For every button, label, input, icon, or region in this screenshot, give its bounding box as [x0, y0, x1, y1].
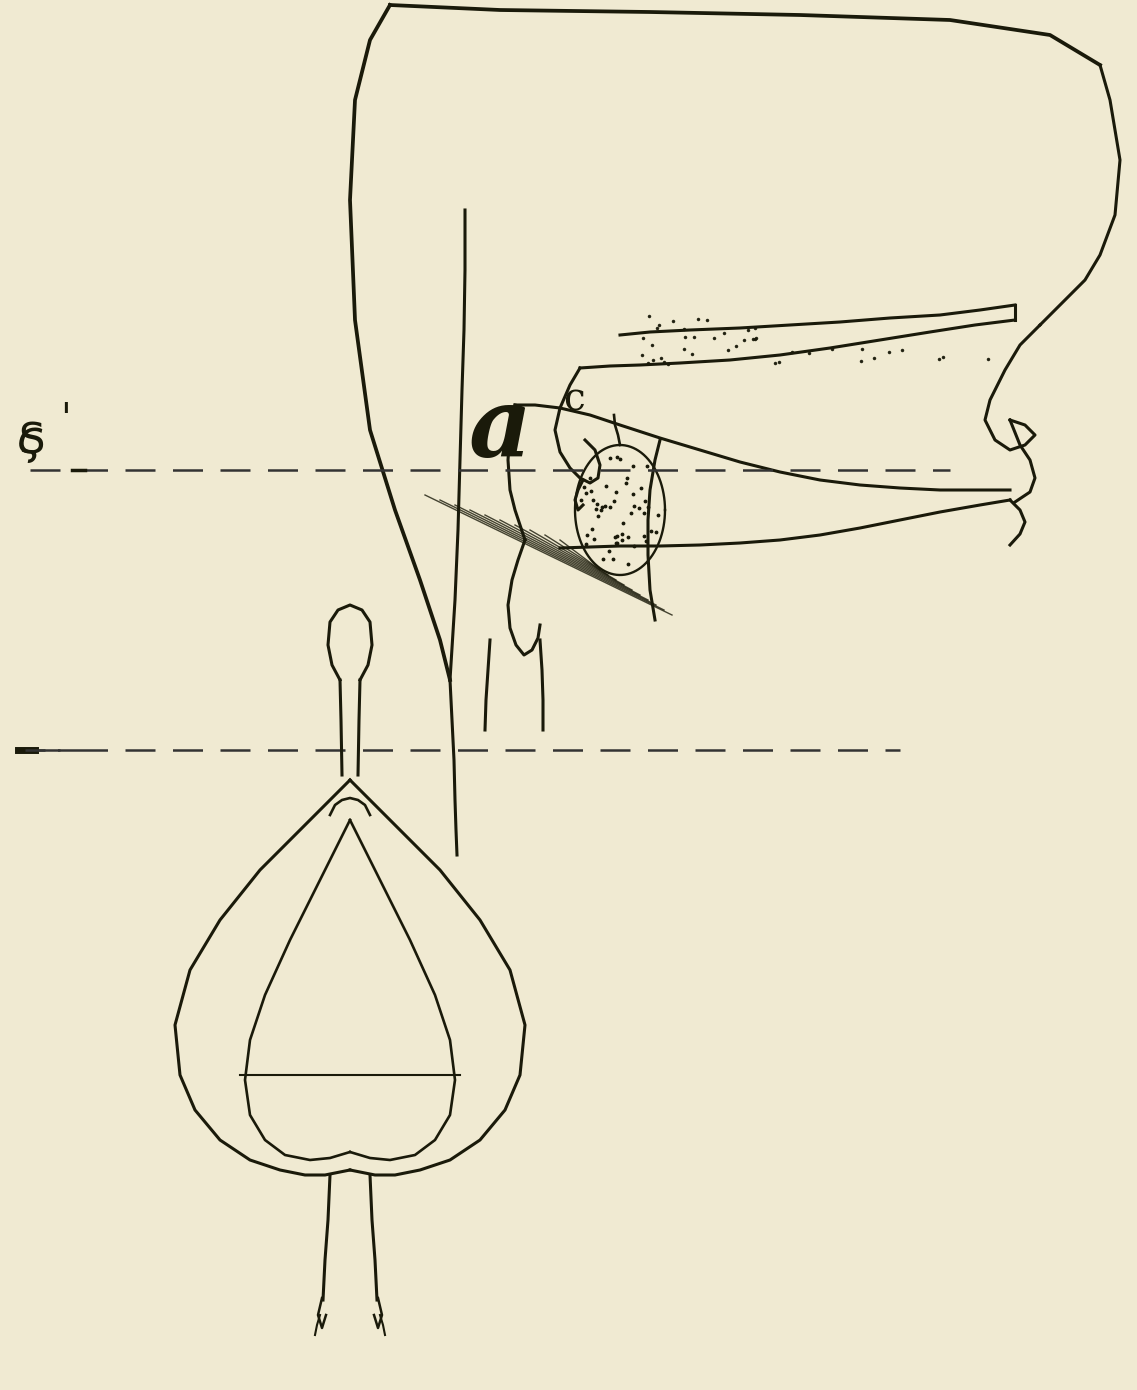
- Text: c: c: [563, 381, 584, 418]
- Text: $\mathsf{S}$: $\mathsf{S}$: [18, 418, 44, 461]
- Text: $\mathit{\varsigma}$: $\mathit{\varsigma}$: [15, 420, 43, 464]
- Text: a: a: [468, 384, 531, 477]
- Text: ': ': [60, 402, 70, 438]
